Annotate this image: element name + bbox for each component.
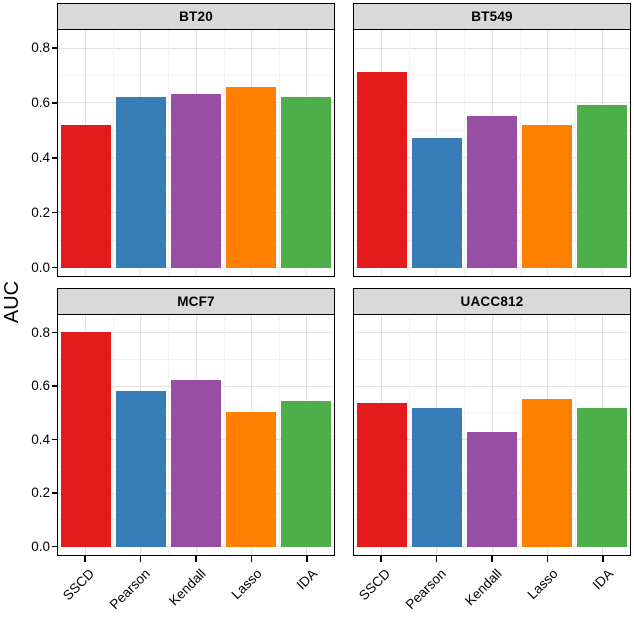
- bar-kendall: [171, 379, 221, 547]
- facet-title: BT20: [179, 9, 213, 24]
- gridline-minor-vertical: [113, 30, 115, 276]
- bar-ida: [577, 104, 628, 268]
- y-tick-mark: [51, 438, 57, 441]
- gridline-minor-vertical: [409, 315, 411, 555]
- x-tick-label: Kendall: [462, 566, 505, 609]
- bar-sscd: [60, 331, 111, 547]
- y-tick-label: 0.6: [31, 94, 50, 110]
- facet-title: BT549: [471, 9, 513, 24]
- y-tick-mark: [51, 266, 57, 269]
- bar-pearson: [411, 137, 462, 268]
- gridline-minor-vertical: [464, 30, 466, 276]
- x-tick-mark: [602, 556, 604, 562]
- panel: [353, 30, 631, 277]
- facet-mcf7: MCF7: [57, 288, 335, 556]
- y-tick-mark: [51, 157, 57, 159]
- gridline-minor-vertical: [574, 30, 576, 276]
- y-tick-mark: [51, 492, 57, 494]
- bar-ida: [281, 96, 332, 268]
- facet-strip: BT20: [57, 3, 335, 30]
- facet-strip: MCF7: [57, 288, 335, 315]
- y-tick-label: 0.2: [31, 485, 50, 501]
- panel: [57, 315, 335, 556]
- y-tick-label: 0.4: [31, 431, 50, 447]
- bar-lasso: [522, 398, 573, 547]
- gridline-minor-vertical: [223, 30, 225, 276]
- gridline-minor-vertical: [278, 30, 280, 276]
- facet-strip: UACC812: [353, 288, 631, 315]
- y-tick-label: 0.0: [31, 259, 50, 275]
- x-tick-label: SSCD: [60, 566, 98, 604]
- y-tick-label: 0.0: [31, 538, 50, 554]
- bar-lasso: [226, 87, 277, 268]
- x-tick-label: Pearson: [106, 566, 154, 613]
- x-tick-mark: [139, 556, 142, 562]
- x-tick-label: SSCD: [356, 566, 394, 604]
- bar-ida: [577, 408, 628, 547]
- facet-bt549: BT549: [353, 3, 631, 277]
- gridline-minor-vertical: [519, 30, 521, 276]
- bar-sscd: [356, 402, 407, 547]
- x-tick-label: Lasso: [524, 566, 561, 603]
- y-tick-label: 0.6: [31, 378, 50, 394]
- x-tick-label: IDA: [589, 566, 616, 593]
- gridline-minor-vertical: [519, 315, 521, 555]
- x-tick-mark: [435, 556, 438, 562]
- bar-sscd: [356, 71, 407, 268]
- x-tick-mark: [195, 556, 197, 562]
- x-tick-label: IDA: [293, 566, 320, 593]
- y-tick-label: 0.8: [31, 40, 50, 56]
- panel: [353, 315, 631, 556]
- bar-lasso: [522, 125, 573, 268]
- x-tick-mark: [250, 556, 253, 562]
- facet-strip: BT549: [353, 3, 631, 30]
- bar-pearson: [115, 96, 166, 268]
- bar-ida: [281, 401, 332, 547]
- bar-kendall: [467, 115, 517, 268]
- bar-lasso: [226, 412, 277, 547]
- bar-pearson: [411, 408, 462, 547]
- y-tick-mark: [51, 211, 57, 214]
- y-tick-mark: [51, 545, 57, 548]
- gridline-minor-vertical: [168, 315, 170, 555]
- x-tick-label: Lasso: [228, 566, 265, 603]
- y-tick-mark: [51, 47, 57, 49]
- panel: [57, 30, 335, 277]
- y-tick-mark: [51, 102, 57, 104]
- x-tick-mark: [491, 556, 493, 562]
- x-tick-mark: [380, 556, 382, 562]
- y-tick-label: 0.4: [31, 149, 50, 165]
- bar-kendall: [171, 93, 221, 268]
- gridline-minor-vertical: [168, 30, 170, 276]
- x-tick-label: Kendall: [166, 566, 209, 609]
- gridline-minor-vertical: [409, 30, 411, 276]
- y-tick-label: 0.8: [31, 324, 50, 340]
- facet-bt20: BT20: [57, 3, 335, 277]
- x-tick-mark: [84, 556, 86, 562]
- gridline-minor-vertical: [223, 315, 225, 555]
- facet-title: MCF7: [177, 294, 215, 309]
- bar-sscd: [60, 125, 111, 268]
- gridline-minor-vertical: [464, 315, 466, 555]
- gridline-minor-vertical: [574, 315, 576, 555]
- bar-pearson: [115, 390, 166, 547]
- x-tick-mark: [546, 556, 549, 562]
- y-tick-mark: [51, 385, 57, 387]
- y-tick-mark: [51, 331, 57, 334]
- y-tick-label: 0.2: [31, 204, 50, 220]
- x-tick-label: Pearson: [402, 566, 450, 613]
- gridline-minor-vertical: [278, 315, 280, 555]
- x-tick-mark: [306, 556, 308, 562]
- bar-kendall: [467, 432, 517, 547]
- facet-title: UACC812: [460, 294, 524, 309]
- gridline-minor-vertical: [113, 315, 115, 555]
- facet-uacc812: UACC812: [353, 288, 631, 556]
